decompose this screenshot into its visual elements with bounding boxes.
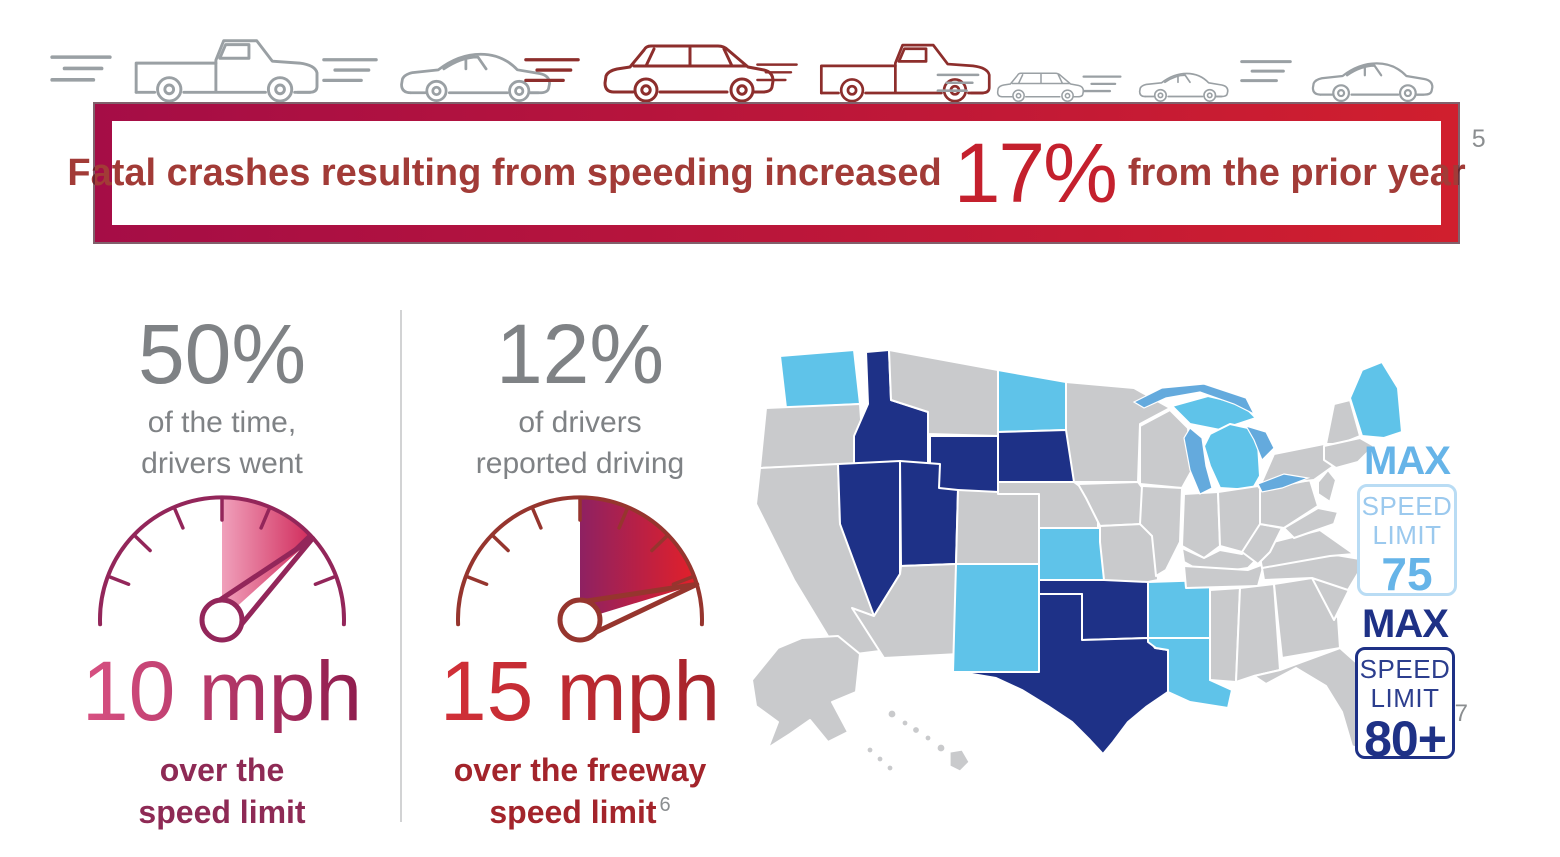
state-maine xyxy=(1349,361,1403,439)
alaska-island xyxy=(876,755,884,763)
state-new-jersey xyxy=(1317,469,1337,503)
state-alaska xyxy=(751,635,861,749)
speed-lines-icon xyxy=(1240,58,1292,86)
lake-huron xyxy=(1244,424,1275,462)
stat-caption-line1: over the xyxy=(159,751,285,788)
stat-description-line1: of drivers xyxy=(518,406,642,439)
state-north-dakota xyxy=(997,369,1067,433)
stat-block-freeway: 12% of drivers reported driving 15 mph o xyxy=(415,312,745,833)
hawaii-island xyxy=(901,719,909,727)
hawaii-island xyxy=(936,743,946,753)
stat-block-speed-limit: 50% of the time, drivers went 10 mph ove xyxy=(57,312,387,833)
legend-max-speed-75: MAX SPEED LIMIT 75 xyxy=(1357,439,1457,601)
state-indiana xyxy=(1181,491,1221,559)
state-washington xyxy=(779,349,861,409)
speed-lines-icon xyxy=(50,53,112,86)
legend-value-80: 80+ xyxy=(1364,711,1447,768)
state-tennessee xyxy=(1183,563,1265,589)
state-south-dakota xyxy=(997,429,1077,483)
pickup-truck-icon xyxy=(122,32,337,102)
hawaii-big-island xyxy=(949,749,970,772)
car-slot-5 xyxy=(936,69,1092,102)
banner-footnote: 5 xyxy=(1471,125,1486,153)
speedometer-gauge-icon xyxy=(98,495,346,643)
state-maryland xyxy=(1283,507,1339,539)
state-massachusetts-ct-ri xyxy=(1323,437,1375,469)
stat-description-line2: drivers went xyxy=(141,446,303,480)
stat-percent: 12% xyxy=(495,307,665,401)
lake-superior xyxy=(1132,383,1256,416)
sedan-icon xyxy=(1132,68,1236,102)
car-slot-1 xyxy=(50,32,337,102)
hawaii-island xyxy=(911,725,921,735)
state-mississippi xyxy=(1209,587,1241,683)
speed-lines-icon xyxy=(936,72,980,95)
legend-max-label: MAX xyxy=(1362,602,1449,646)
state-alabama xyxy=(1235,583,1281,683)
us-map-svg xyxy=(751,349,1403,772)
stat-percent: 50% xyxy=(137,307,307,401)
car-slot-3 xyxy=(524,38,790,102)
stat-caption-line2: speed limit 6 xyxy=(489,793,671,830)
stat-description-line1: of the time, xyxy=(147,406,297,439)
traffic-illustration xyxy=(0,0,1560,102)
stat-caption-line1: over the freeway xyxy=(453,751,707,788)
legend-limit-label: LIMIT xyxy=(1370,683,1440,714)
car-slot-6 xyxy=(1082,68,1236,102)
suv-icon xyxy=(990,69,1092,102)
us-speed-limit-map xyxy=(742,342,1412,842)
stat-caption: over the speed limit xyxy=(57,749,387,833)
state-arkansas xyxy=(1147,579,1211,639)
legend-max-speed-80: MAX SPEED LIMIT 80+ 7 xyxy=(1355,602,1468,765)
stat-description: of the time, drivers went xyxy=(57,403,387,485)
lake-michigan xyxy=(1183,427,1213,495)
banner-text-before: Fatal crashes resulting from speeding in… xyxy=(67,151,942,194)
speed-lines-icon xyxy=(1082,74,1122,95)
alaska-island xyxy=(886,764,894,772)
speed-limit-sign-80: SPEED LIMIT 80+ 7 xyxy=(1355,647,1468,765)
column-divider xyxy=(400,310,402,822)
stat-caption-line2: speed limit xyxy=(138,793,306,830)
state-michigan xyxy=(1203,423,1261,491)
legend-footnote: 7 xyxy=(1454,700,1468,727)
lake-erie xyxy=(1257,473,1311,493)
state-new-mexico xyxy=(952,563,1040,673)
legend-value-75: 75 xyxy=(1381,548,1433,601)
legend-max-label: MAX xyxy=(1364,439,1451,483)
stat-value-mph: 15 mph xyxy=(439,643,721,738)
speedometer-gauge-icon xyxy=(456,495,704,643)
banner-highlight-percent: 17% xyxy=(953,126,1118,220)
hawaii-island xyxy=(924,734,932,742)
hawaii-island xyxy=(887,709,897,719)
state-wisconsin xyxy=(1139,409,1193,489)
legend-speed-label: SPEED xyxy=(1361,491,1453,521)
legend-limit-label: LIMIT xyxy=(1372,520,1442,551)
alaska-island xyxy=(866,746,874,754)
stat-description-line2: reported driving xyxy=(475,446,685,480)
headline-banner-inner: Fatal crashes resulting from speeding in… xyxy=(67,121,1486,225)
state-west-virginia xyxy=(1241,523,1283,565)
stat-value-mph: 10 mph xyxy=(81,643,363,738)
stat-caption: over the freeway speed limit 6 xyxy=(415,749,745,833)
speed-lines-icon xyxy=(322,56,378,86)
sedan-icon xyxy=(1302,56,1444,102)
banner-text-after: from the prior year xyxy=(1127,151,1466,194)
state-oregon xyxy=(759,403,865,469)
headline-banner: Fatal crashes resulting from speeding in… xyxy=(67,102,1486,244)
car-slot-7 xyxy=(1240,56,1444,102)
stat-description: of drivers reported driving xyxy=(415,403,745,485)
speed-lines-icon xyxy=(756,60,798,86)
stat-footnote: 6 xyxy=(659,794,671,817)
state-illinois xyxy=(1139,485,1183,577)
speed-limit-sign-75: SPEED LIMIT 75 xyxy=(1357,484,1457,601)
legend-speed-label: SPEED xyxy=(1359,654,1451,684)
speed-lines-icon xyxy=(524,56,580,86)
state-colorado xyxy=(955,489,1041,565)
